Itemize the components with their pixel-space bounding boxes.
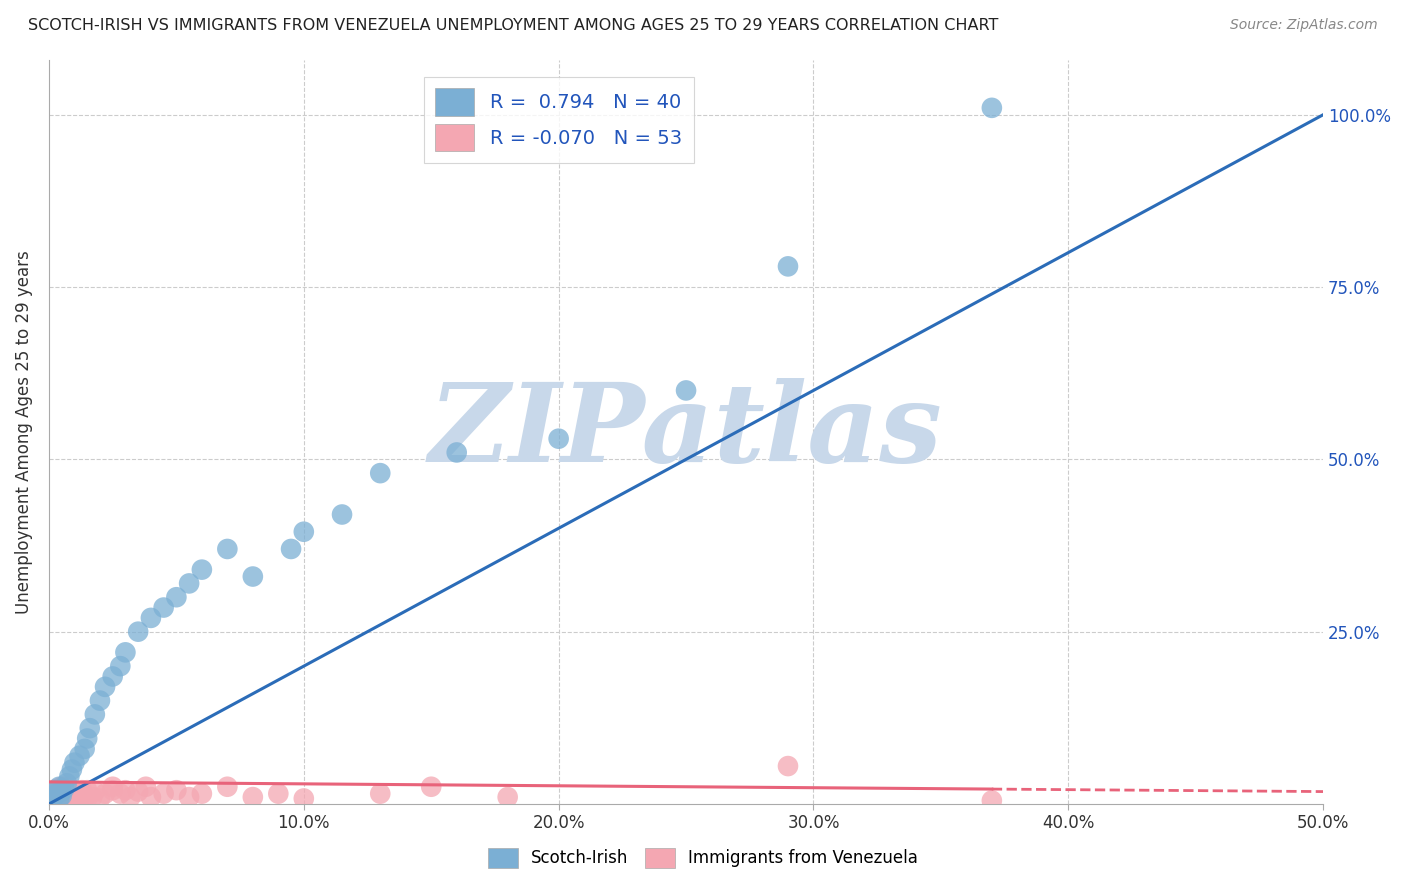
Point [267,787,290,801]
Point [76,783,98,797]
Legend: R =  0.794   N = 40, R = -0.070   N = 53: R = 0.794 N = 40, R = -0.070 N = 53 [423,77,693,163]
Point [242,569,264,583]
Point [446,445,468,459]
Point [980,101,1002,115]
Point [69,748,91,763]
Point [58,769,80,783]
Y-axis label: Unemployment Among Ages 25 to 29 years: Unemployment Among Ages 25 to 29 years [15,250,32,614]
Point [51,784,73,798]
Point [53,791,76,805]
Point [63,791,86,805]
Point [60,790,83,805]
Point [53,781,76,796]
Point [66,790,89,805]
Point [76,791,98,805]
Point [56,783,79,797]
Point [101,669,124,683]
Point [41,787,63,801]
Point [41,793,63,807]
Point [83,707,105,722]
Point [330,508,353,522]
Point [51,787,73,801]
Point [127,624,149,639]
Point [42,790,65,805]
Point [51,780,73,794]
Point [79,721,101,735]
Point [675,384,697,398]
Point [776,759,799,773]
Point [496,790,519,805]
Point [165,591,187,605]
Legend: Scotch-Irish, Immigrants from Venezuela: Scotch-Irish, Immigrants from Venezuela [481,841,925,875]
Point [420,780,443,794]
Point [51,789,73,803]
Point [127,784,149,798]
Point [179,790,201,805]
Point [280,541,302,556]
Point [58,784,80,798]
Point [60,783,83,797]
Point [45,789,67,803]
Point [60,763,83,777]
Point [152,787,174,801]
Point [94,787,117,801]
Point [191,787,214,801]
Point [120,790,142,805]
Point [45,787,67,801]
Point [217,780,239,794]
Point [191,563,214,577]
Point [179,576,201,591]
Text: Source: ZipAtlas.com: Source: ZipAtlas.com [1230,18,1378,32]
Point [45,793,67,807]
Point [53,784,76,798]
Point [89,693,111,707]
Point [69,791,91,805]
Point [980,793,1002,807]
Text: ZIPatlas: ZIPatlas [429,378,943,485]
Point [135,780,157,794]
Point [110,787,132,801]
Point [292,524,315,539]
Point [82,790,104,805]
Point [89,791,111,805]
Point [114,783,136,797]
Point [242,790,264,805]
Point [776,260,799,274]
Point [42,791,65,805]
Point [73,790,96,805]
Point [139,611,162,625]
Point [56,776,79,790]
Point [45,783,67,797]
Point [152,600,174,615]
Point [76,731,98,746]
Point [45,781,67,796]
Point [94,680,117,694]
Point [70,783,93,797]
Point [51,793,73,807]
Point [368,787,391,801]
Point [48,791,70,805]
Point [56,790,79,805]
Point [48,791,70,805]
Point [114,645,136,659]
Point [42,783,65,797]
Point [165,783,187,797]
Point [73,742,96,756]
Point [41,793,63,807]
Point [547,432,569,446]
Text: SCOTCH-IRISH VS IMMIGRANTS FROM VENEZUELA UNEMPLOYMENT AMONG AGES 25 TO 29 YEARS: SCOTCH-IRISH VS IMMIGRANTS FROM VENEZUEL… [28,18,998,33]
Point [110,659,132,673]
Point [101,780,124,794]
Point [292,791,315,805]
Point [83,784,105,798]
Point [48,780,70,794]
Point [217,541,239,556]
Point [63,784,86,798]
Point [101,783,124,797]
Point [63,756,86,770]
Point [48,784,70,798]
Point [58,791,80,805]
Point [139,790,162,805]
Point [368,466,391,480]
